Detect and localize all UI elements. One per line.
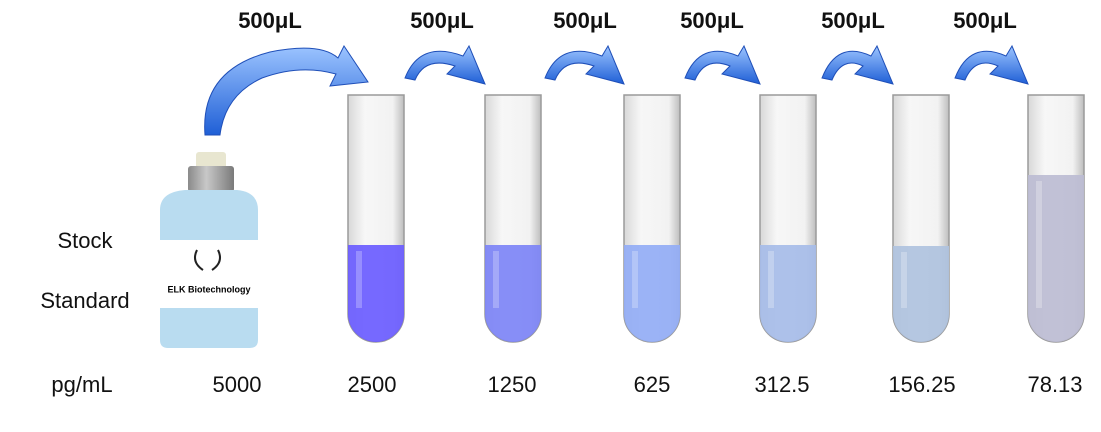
- tube-highlight: [493, 251, 499, 308]
- tube-liquid: [348, 245, 404, 342]
- tube-liquid: [624, 245, 680, 342]
- transfer-arrow: [954, 44, 1029, 85]
- transfer-arrow: [204, 45, 369, 136]
- tube-highlight: [768, 251, 774, 308]
- concentration-label: 312.5: [754, 372, 809, 397]
- bottle-label: ELK Biotechnology: [168, 284, 251, 294]
- transfer-label: 500μL: [410, 8, 474, 33]
- transfer-arrow: [821, 44, 894, 85]
- tube-liquid: [893, 246, 949, 342]
- unit-label: pg/mL: [51, 372, 112, 397]
- transfer-arrow: [544, 44, 625, 85]
- tube-liquid: [485, 245, 541, 342]
- tube-liquid: [760, 245, 816, 342]
- transfer-label: 500μL: [953, 8, 1017, 33]
- tubes: [347, 94, 1085, 343]
- transfer-arrow: [404, 44, 486, 85]
- stock-label: Standard: [40, 288, 129, 313]
- transfer-label: 500μL: [680, 8, 744, 33]
- tube-highlight: [901, 252, 907, 308]
- stock-label: Stock: [57, 228, 113, 253]
- tube-liquid: [1028, 175, 1084, 342]
- transfer-arrow: [684, 44, 761, 85]
- concentration-label: 78.13: [1027, 372, 1082, 397]
- transfer-label: 500μL: [821, 8, 885, 33]
- concentration-label: 625: [634, 372, 671, 397]
- transfer-label: 500μL: [238, 8, 302, 33]
- stock-bottle: [160, 152, 258, 348]
- concentration-label: 156.25: [888, 372, 955, 397]
- tube-highlight: [632, 251, 638, 308]
- arrows: [204, 44, 1029, 136]
- concentration-label: 5000: [213, 372, 262, 397]
- concentration-label: 1250: [488, 372, 537, 397]
- tube-highlight: [1036, 181, 1042, 308]
- transfer-label: 500μL: [553, 8, 617, 33]
- tube-highlight: [356, 251, 362, 308]
- concentration-label: 2500: [348, 372, 397, 397]
